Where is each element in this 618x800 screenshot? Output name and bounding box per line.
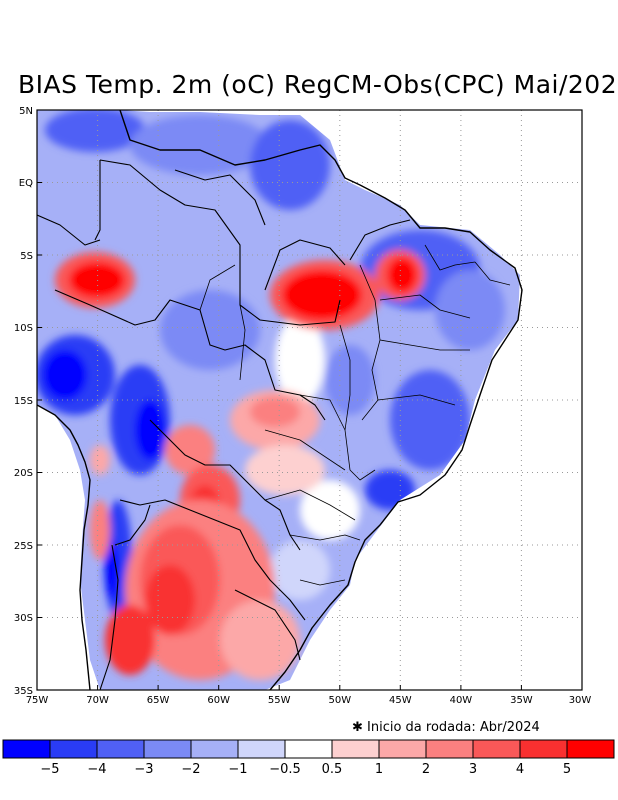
lat-label: 5N bbox=[19, 106, 33, 117]
colorbar-swatch bbox=[190, 739, 239, 759]
colorbar-swatch bbox=[284, 739, 333, 759]
lat-label: 25S bbox=[14, 541, 33, 552]
colorbar-label: −0.5 bbox=[269, 762, 301, 777]
lat-label: 15S bbox=[14, 396, 33, 407]
lon-label: 70W bbox=[86, 695, 109, 706]
colorbar-swatch bbox=[331, 739, 380, 759]
state-borders bbox=[199, 244, 511, 586]
colorbar-label: 3 bbox=[469, 762, 477, 777]
lat-label: 5S bbox=[20, 251, 33, 262]
lon-label: 40W bbox=[450, 695, 473, 706]
colorbar-label: 0.5 bbox=[322, 762, 343, 777]
colorbar-swatch bbox=[566, 739, 615, 759]
colorbar-swatch bbox=[2, 739, 51, 759]
colorbar-swatch bbox=[378, 739, 427, 759]
lat-label: EQ bbox=[19, 178, 33, 189]
colorbar: −5 −4 −3 −2 −1 −0.5 0.5 1 2 3 4 5 bbox=[2, 739, 615, 777]
lon-label: 65W bbox=[147, 695, 170, 706]
longitude-labels: 75W 70W 65W 60W 55W 50W 45W 40W 35W 30W bbox=[26, 695, 592, 706]
colorbar-swatch bbox=[237, 739, 286, 759]
country-borders bbox=[37, 159, 411, 690]
colorbar-swatch bbox=[425, 739, 474, 759]
lat-label: 35S bbox=[14, 686, 33, 697]
lon-label: 35W bbox=[510, 695, 533, 706]
colorbar-swatch bbox=[143, 739, 192, 759]
lon-label: 50W bbox=[328, 695, 351, 706]
colorbar-label: 1 bbox=[375, 762, 383, 777]
colorbar-swatch bbox=[472, 739, 521, 759]
lon-label: 75W bbox=[26, 695, 49, 706]
colorbar-swatch bbox=[519, 739, 568, 759]
lon-label: 60W bbox=[207, 695, 230, 706]
colorbar-label: −3 bbox=[134, 762, 153, 777]
colorbar-label: −2 bbox=[181, 762, 200, 777]
colorbar-swatch bbox=[96, 739, 145, 759]
lat-label: 20S bbox=[14, 468, 33, 479]
colorbar-label: −4 bbox=[87, 762, 106, 777]
colorbar-label: 5 bbox=[563, 762, 571, 777]
lon-label: 45W bbox=[389, 695, 412, 706]
coastline bbox=[37, 110, 523, 690]
colorbar-label: 2 bbox=[422, 762, 430, 777]
lat-label: 30S bbox=[14, 613, 33, 624]
lon-label: 30W bbox=[569, 695, 592, 706]
grid bbox=[37, 110, 582, 690]
map-title: BIAS Temp. 2m (oC) RegCM-Obs(CPC) Mai/20… bbox=[18, 70, 618, 99]
lon-label: 55W bbox=[268, 695, 291, 706]
colorbar-label: −1 bbox=[228, 762, 247, 777]
latitude-labels: 5N EQ 5S 10S 15S 20S 25S 30S 35S bbox=[14, 106, 33, 697]
lat-label: 10S bbox=[14, 323, 33, 334]
run-start-note: ✱ Inicio da rodada: Abr/2024 bbox=[352, 720, 540, 735]
colorbar-label: 4 bbox=[516, 762, 524, 777]
colorbar-swatch bbox=[49, 739, 98, 759]
colorbar-label: −5 bbox=[40, 762, 59, 777]
